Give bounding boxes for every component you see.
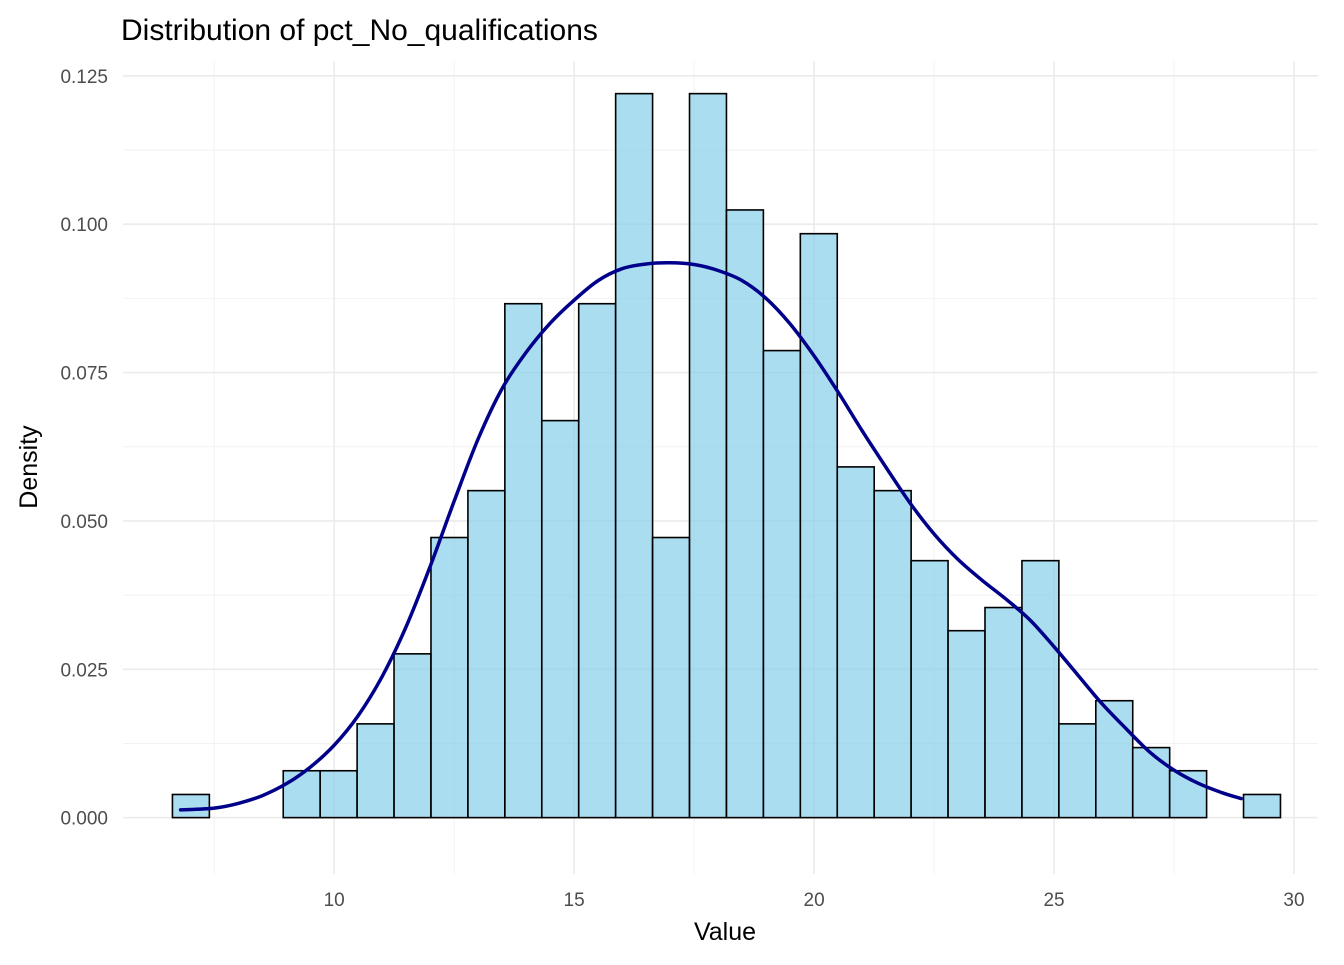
- histogram-bar: [1131, 746, 1171, 819]
- y-tick-label: 0.125: [60, 67, 108, 88]
- histogram-bar: [540, 419, 580, 819]
- histogram-bar: [762, 349, 802, 819]
- histogram-bar: [171, 793, 211, 819]
- histogram-bar: [504, 302, 543, 819]
- x-tick-label: 15: [564, 890, 585, 911]
- y-tick-label: 0.075: [60, 364, 108, 385]
- histogram-bar: [282, 769, 321, 819]
- histogram-bar: [910, 559, 949, 819]
- chart-title: Distribution of pct_No_qualifications: [121, 14, 598, 47]
- y-tick-label: 0.050: [60, 512, 108, 533]
- histogram-bar: [651, 536, 691, 819]
- histogram-bar: [873, 489, 912, 819]
- histogram-bar: [614, 92, 654, 819]
- histogram-bar: [725, 209, 765, 819]
- histogram-bar: [393, 653, 432, 819]
- x-tick-label: 25: [1043, 890, 1064, 911]
- density-curve: [178, 261, 1243, 812]
- histogram-bar: [947, 629, 986, 819]
- histogram-bar: [1021, 559, 1060, 819]
- y-tick-label: 0.000: [60, 809, 108, 830]
- histogram-bar: [430, 536, 469, 819]
- histogram-bar: [836, 466, 875, 819]
- x-tick-label: 20: [804, 890, 825, 911]
- histogram-bar: [1242, 793, 1282, 819]
- y-tick-labels: 0.000 0.025 0.050 0.075 0.100 0.125: [60, 67, 108, 830]
- bars-layer: [171, 92, 1282, 819]
- histogram-bar: [577, 302, 617, 819]
- x-tick-label: 10: [324, 890, 345, 911]
- histogram-bar: [319, 769, 358, 819]
- histogram-bar: [688, 92, 728, 819]
- x-tick-label: 30: [1283, 890, 1304, 911]
- x-axis-title: Value: [694, 918, 756, 946]
- y-axis-title: Density: [15, 425, 43, 509]
- histogram-bar: [799, 232, 839, 819]
- x-tick-labels: 10 15 20 25 30: [324, 890, 1305, 911]
- histogram-bar: [1058, 723, 1097, 819]
- histogram-bar: [356, 723, 395, 819]
- histogram-bar: [984, 606, 1023, 819]
- y-tick-label: 0.100: [60, 215, 108, 236]
- histogram-bar: [467, 489, 506, 819]
- y-tick-label: 0.025: [60, 660, 108, 681]
